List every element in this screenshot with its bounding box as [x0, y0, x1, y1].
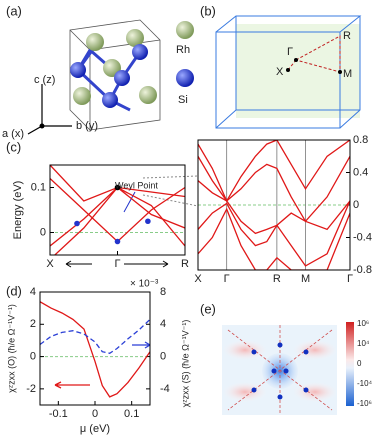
- y-axis-label: Energy (eV): [12, 181, 24, 240]
- series-line: [198, 155, 350, 223]
- k-point: X: [276, 66, 284, 78]
- axis-label: c (z): [34, 74, 55, 86]
- atom-label: Si: [178, 94, 188, 106]
- k-point: R: [343, 30, 351, 42]
- y2-tick-label: 4: [160, 318, 166, 330]
- x-tick-label: 0: [92, 408, 98, 420]
- y-tick-label: 0: [40, 226, 46, 238]
- colorbar-tick: 0: [357, 359, 362, 368]
- panel-label: (e): [200, 301, 216, 316]
- point: [74, 220, 80, 227]
- x-tick-label: X: [46, 258, 54, 270]
- axis-label: b (y): [76, 120, 98, 132]
- x-tick-label: 0.1: [124, 408, 139, 420]
- x-tick-label: R: [273, 273, 281, 285]
- series-line: [53, 186, 185, 255]
- y2-tick-label: 8: [160, 286, 166, 298]
- y-tick-label: 0: [353, 199, 359, 211]
- y-tick-label: -0.8: [353, 264, 372, 276]
- panel-label: (d): [6, 283, 22, 298]
- frame: [39, 291, 151, 406]
- x-tick-label: Γ: [224, 273, 230, 285]
- k-point: Γ: [287, 46, 293, 58]
- series-line: [40, 318, 150, 354]
- x-tick-label: Γ: [347, 273, 353, 285]
- series-line: [198, 207, 350, 270]
- series-line: [50, 186, 185, 247]
- y-tick-label: 2: [30, 318, 36, 330]
- annotation: Weyl Point: [115, 180, 158, 190]
- k-point: M: [343, 68, 352, 80]
- y-tick-label: 0.1: [31, 181, 46, 193]
- point: [114, 238, 121, 245]
- y-tick-label: 0.8: [353, 134, 368, 146]
- series-line: [40, 301, 150, 398]
- panel-label: (b): [200, 3, 216, 18]
- brillouin-zone: (b) R Γ X M: [200, 3, 362, 129]
- heatmap: (e): [200, 301, 354, 415]
- y-tick-label: -2: [26, 383, 36, 395]
- colorbar-tick: -10⁴: [357, 379, 373, 388]
- colorbar-tick: -10⁶: [357, 399, 372, 408]
- y-tick-label: -0.4: [353, 231, 372, 243]
- y-tick-label: 4: [30, 286, 36, 298]
- series-line: [198, 200, 350, 267]
- x-tick-label: M: [301, 273, 310, 285]
- y-tick-label: 0: [30, 350, 36, 362]
- y2-scale: × 10⁻³: [130, 279, 159, 290]
- axis-label: a (x): [2, 128, 24, 140]
- point: [145, 218, 151, 225]
- y2-tick-label: 0: [160, 350, 166, 362]
- panel-label: (a): [6, 3, 22, 18]
- x-tick-label: X: [194, 273, 202, 285]
- series-line: [198, 140, 350, 203]
- x-axis-label: μ (eV): [80, 423, 110, 435]
- x-tick-label: -0.1: [49, 408, 68, 420]
- point: [114, 184, 121, 191]
- x-tick-label: R: [181, 258, 189, 270]
- frame: [197, 139, 351, 271]
- atom-label: Rh: [176, 44, 190, 56]
- frame: [49, 164, 186, 256]
- colorbar-tick: 10⁴: [357, 339, 370, 348]
- colorbar-tick: 10⁶: [357, 319, 369, 328]
- y2-axis-label: χᶻzxx (S) (ħ/e Ω⁻¹V⁻¹): [180, 320, 190, 408]
- series-line: [198, 180, 350, 235]
- y-tick-label: 0.4: [353, 166, 368, 178]
- y2-tick-label: -4: [160, 383, 170, 395]
- crystal-structure: (a) Rh Si c (z) a (x) b (y): [2, 3, 194, 140]
- x-tick-label: Γ: [114, 258, 120, 270]
- panel-label: (c): [6, 139, 21, 154]
- y-axis-label: χᶻzxx (O) (ħ/e Ω⁻¹V⁻¹): [6, 304, 16, 393]
